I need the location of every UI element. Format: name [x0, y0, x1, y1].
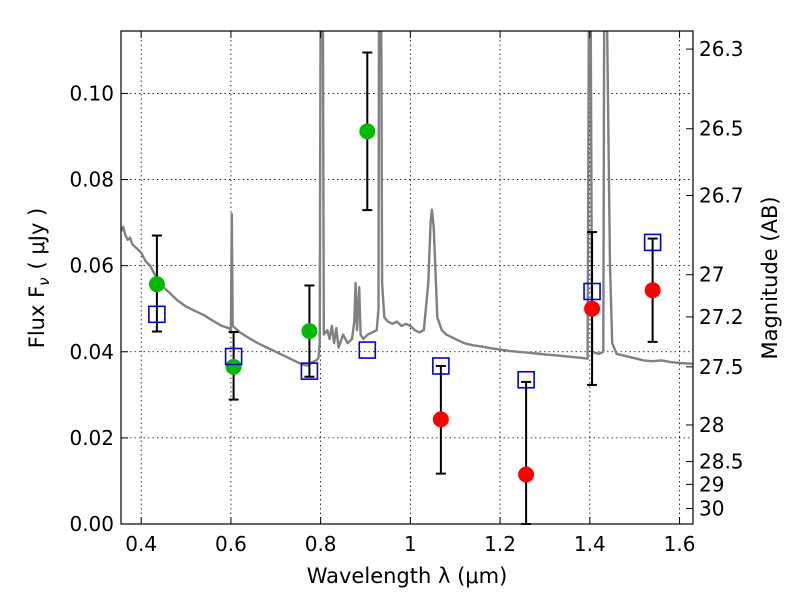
x-axis-label: Wavelength λ (μm): [307, 564, 508, 588]
model-photometry-box: [583, 282, 601, 301]
plot-frame: [120, 30, 694, 525]
y-tick-label: 0.00: [69, 512, 114, 536]
x-tick-label: 0.6: [215, 532, 247, 556]
magnitude-tick-label: 26.3: [699, 37, 744, 61]
model-photometry-box: [643, 233, 662, 252]
detection-point: [301, 323, 318, 340]
y-tick-label: 0.02: [69, 426, 114, 450]
upper-limit-point: [518, 466, 535, 483]
x-tick-label: 1.4: [574, 532, 606, 556]
magnitude-tick-label: 30: [699, 496, 724, 520]
errorbar-layer: [151, 51, 658, 525]
model-photometry-box: [432, 357, 450, 375]
x-tick-label: 0.8: [305, 532, 337, 556]
magnitude-tick-label: 27.5: [699, 355, 744, 379]
y-tick-label: 0.08: [69, 168, 114, 192]
y-axis-ticks: 0.00 0.02 0.04 0.06 0.08 0.10: [69, 81, 128, 536]
y-axis-label: Flux Fν ( μJy ): [25, 208, 53, 349]
model-photometry-box: [148, 305, 166, 324]
x-tick-label: 1.2: [484, 532, 516, 556]
y-tick-label: 0.10: [69, 81, 114, 105]
y-axis-label-subscript: ν: [35, 277, 53, 285]
magnitude-axis-label: Magnitude (AB): [758, 196, 782, 359]
upper-limit-point: [432, 411, 449, 428]
y-axis-label-text: Flux F: [25, 286, 49, 348]
model-photometry-box: [300, 362, 319, 380]
y-tick-label: 0.06: [69, 254, 114, 278]
y-tick-label: 0.04: [69, 340, 114, 364]
magnitude-tick-label: 28: [699, 413, 724, 437]
x-axis-ticks: 0.4 0.6 0.8 1 1.2 1.4 1.6: [125, 31, 695, 556]
magnitude-tick-label: 26.7: [699, 183, 744, 207]
upper-limit-point: [644, 282, 661, 299]
x-tick-label: 0.4: [125, 532, 157, 556]
points-layer: [148, 123, 661, 483]
spectrum-layer: [121, 31, 693, 367]
magnitude-tick-label: 26.5: [699, 117, 744, 141]
detection-point: [225, 358, 242, 375]
grid-lines: [121, 31, 693, 525]
model-spectrum-line: [121, 31, 693, 367]
magnitude-tick-label: 27.2: [699, 305, 744, 329]
y-axis-label-unit: ( μJy ): [25, 208, 49, 270]
upper-limit-point: [584, 300, 601, 317]
magnitude-tick-label: 29: [699, 472, 724, 496]
model-photometry-box: [358, 341, 377, 359]
model-photometry-box: [517, 370, 535, 389]
detection-point: [148, 276, 165, 293]
detection-point: [359, 123, 376, 140]
magnitude-tick-label: 28.5: [699, 450, 744, 474]
magnitude-tick-label: 27: [699, 263, 724, 287]
model-box-layer: [148, 233, 662, 389]
x-tick-label: 1: [404, 532, 417, 556]
model-photometry-box: [224, 347, 243, 366]
x-tick-label: 1.6: [664, 532, 696, 556]
